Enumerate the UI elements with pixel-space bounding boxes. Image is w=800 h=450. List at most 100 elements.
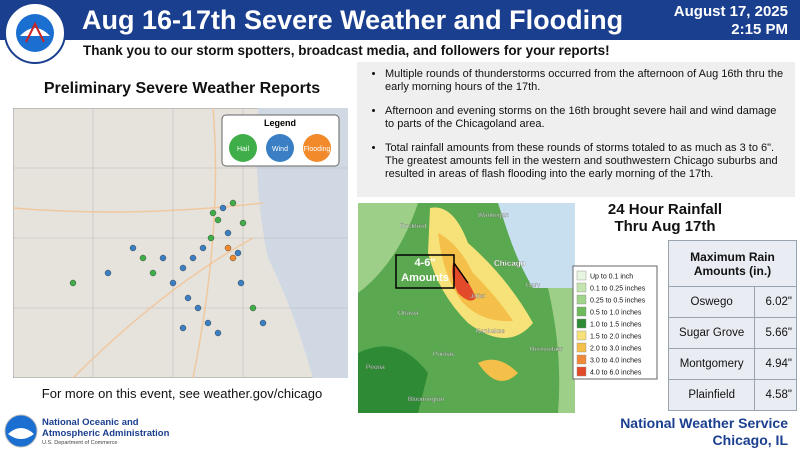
legend-swatch xyxy=(576,294,587,305)
report-dot xyxy=(249,304,257,312)
annotation: 4-6" xyxy=(414,257,435,269)
rain-amount: 5.66" xyxy=(754,317,797,349)
agency: National Oceanic and Atmospheric Adminis… xyxy=(42,417,169,439)
report-dot xyxy=(104,269,112,277)
office: National Weather Service Chicago, IL xyxy=(620,415,788,449)
report-dot xyxy=(239,219,247,227)
reports-title: Preliminary Severe Weather Reports xyxy=(43,80,321,97)
legend-swatch xyxy=(576,282,587,293)
note: For more on this event, see weather.gov/… xyxy=(41,386,323,401)
table-row: Plainfield 4.58" xyxy=(667,379,797,411)
place: Rockford xyxy=(400,223,426,230)
legend-swatch xyxy=(229,134,257,162)
location: Plainfield xyxy=(667,379,756,411)
reports-map: Legend Hail Wind Flooding xyxy=(13,108,348,378)
legend-label: 1.5 to 2.0 inches xyxy=(590,334,642,341)
report-dot xyxy=(229,254,237,262)
location: Montgomery xyxy=(667,348,756,380)
agency-line: National Oceanic and xyxy=(42,417,139,428)
place: Rensselaer xyxy=(530,346,564,353)
rain-amount: 4.94" xyxy=(754,348,797,380)
time: 2:15 PM xyxy=(731,21,788,38)
bullet: Total rainfall amounts from these rounds… xyxy=(385,142,787,181)
legend-label: Up to 0.1 inch xyxy=(590,274,633,281)
summary-box: Multiple rounds of thunderstorms occurre… xyxy=(357,62,795,197)
rainfall-title: 24 Hour Rainfall Thru Aug 17th xyxy=(590,201,740,235)
report-dot xyxy=(209,209,217,217)
report-dot xyxy=(129,244,137,252)
report-dot xyxy=(184,294,192,302)
place: Waukegan xyxy=(478,212,509,219)
report-dot xyxy=(214,329,222,337)
office-location: Chicago, IL xyxy=(712,432,788,448)
place: Pontiac xyxy=(433,351,455,358)
legend-swatch xyxy=(576,330,587,341)
report-dot xyxy=(179,264,187,272)
agency-line: Atmospheric Administration xyxy=(42,428,170,439)
legend-label: Wind xyxy=(272,146,288,153)
legend-label: 0.25 to 0.5 inches xyxy=(590,298,646,305)
report-dot xyxy=(204,319,212,327)
legend-label: 1.0 to 1.5 inches xyxy=(590,322,642,329)
legend-label: 0.1 to 0.25 inches xyxy=(590,286,646,293)
report-dot xyxy=(214,216,222,224)
report-dot xyxy=(149,269,157,277)
place: Chicago xyxy=(494,259,526,268)
table-row: Sugar Grove 5.66" xyxy=(667,317,797,349)
place: Gary xyxy=(526,282,541,289)
table-header: Maximum Rain Amounts (in.) xyxy=(668,240,797,287)
location: Oswego xyxy=(667,286,756,318)
legend-label: Hail xyxy=(237,146,250,153)
report-dot xyxy=(207,234,215,242)
subtitle: Thank you to our storm spotters, broadca… xyxy=(83,43,610,58)
report-dot xyxy=(219,204,227,212)
place: Joliet xyxy=(470,293,485,300)
rain-table: Maximum Rain Amounts (in.) Oswego 6.02" Su… xyxy=(667,240,797,411)
report-dot xyxy=(199,244,207,252)
legend-swatch xyxy=(576,306,587,317)
legend-swatch xyxy=(576,342,587,353)
noaa-logo xyxy=(4,414,38,448)
legend-label: 4.0 to 6.0 inches xyxy=(590,370,642,377)
title: Aug 16-17th Severe Weather and Flooding xyxy=(82,5,624,35)
annotation: Amounts xyxy=(401,272,449,284)
legend-swatch xyxy=(576,318,587,329)
report-dot xyxy=(139,254,147,262)
bullet: Afternoon and evening storms on the 16th… xyxy=(385,105,787,131)
report-dot xyxy=(259,319,267,327)
location: Sugar Grove xyxy=(667,317,756,349)
legend-label: Flooding xyxy=(304,146,331,153)
rainfall-map: 4-6" Amounts Waukegan Rockford Chicago G… xyxy=(358,203,658,413)
legend-label: 2.0 to 3.0 inches xyxy=(590,346,642,353)
date: August 17, 2025 xyxy=(673,3,788,20)
report-dot xyxy=(234,249,242,257)
place: Bloomington xyxy=(408,396,445,403)
department: U.S. Department of Commerce xyxy=(42,440,118,446)
legend-title: Legend xyxy=(264,118,296,128)
report-dot xyxy=(194,304,202,312)
header-band xyxy=(0,0,800,40)
report-dot xyxy=(169,279,177,287)
place: Peoria xyxy=(366,364,385,371)
bullet: Multiple rounds of thunderstorms occurre… xyxy=(385,68,787,94)
report-dot xyxy=(224,229,232,237)
report-dot xyxy=(179,324,187,332)
table-row: Oswego 6.02" xyxy=(667,286,797,318)
report-dot xyxy=(189,254,197,262)
legend-swatch xyxy=(303,134,331,162)
nws-logo xyxy=(4,2,66,64)
legend-box xyxy=(572,265,658,380)
place: Ottawa xyxy=(398,310,419,317)
legend-label: 0.5 to 1.0 inches xyxy=(590,310,642,317)
report-dot xyxy=(69,279,77,287)
legend-swatch xyxy=(576,366,587,377)
report-dot xyxy=(159,254,167,262)
table-row: Montgomery 4.94" xyxy=(667,348,797,380)
legend-swatch xyxy=(576,270,587,281)
legend-swatch xyxy=(576,354,587,365)
rain-amount: 4.58" xyxy=(754,379,797,411)
office-name: National Weather Service xyxy=(620,415,788,431)
rain-amount: 6.02" xyxy=(754,286,797,318)
legend-label: 3.0 to 4.0 inches xyxy=(590,358,642,365)
